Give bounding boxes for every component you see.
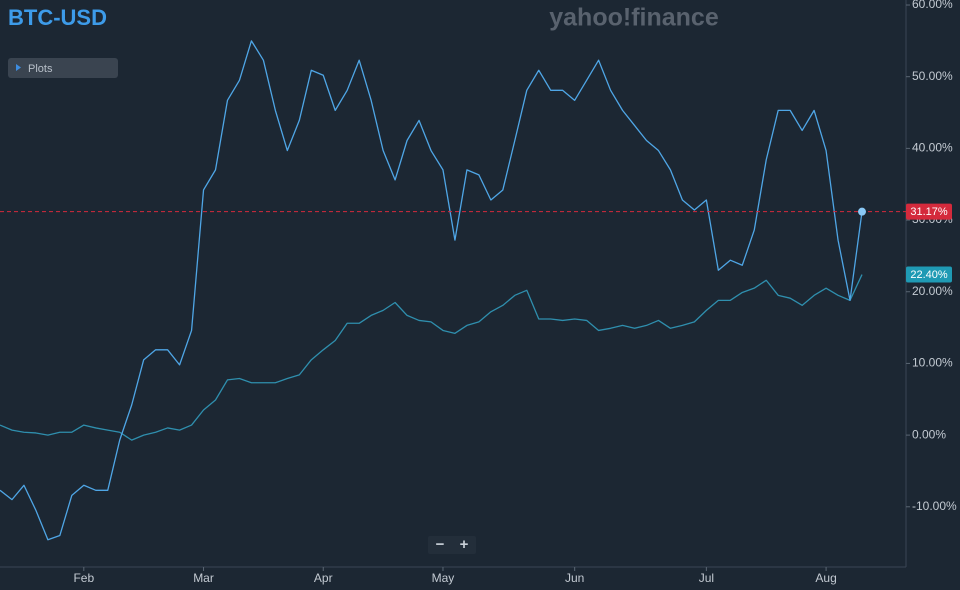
- y-tick-label: 50.00%: [912, 69, 953, 83]
- x-tick-label: Jun: [565, 571, 584, 585]
- watermark: yahoo!finance: [549, 4, 719, 32]
- y-tick-label: 10.00%: [912, 356, 953, 370]
- y-tick-label: -10.00%: [912, 499, 957, 513]
- last-value-tag: [906, 266, 952, 283]
- x-tick-label: Aug: [815, 571, 836, 585]
- x-tick-label: Apr: [314, 571, 333, 585]
- chart-title: BTC-USD: [8, 5, 107, 30]
- last-value-label: 31.17%: [910, 206, 948, 218]
- series-line: [0, 274, 863, 441]
- last-value-label: 22.40%: [910, 269, 948, 281]
- y-tick-label: 40.00%: [912, 141, 953, 155]
- plots-button[interactable]: Plots: [8, 58, 118, 78]
- last-value-tag: [906, 203, 952, 220]
- last-point: [858, 207, 866, 216]
- series-line: [0, 40, 863, 541]
- button-bg: [8, 58, 118, 78]
- y-tick-label: 20.00%: [912, 284, 953, 298]
- x-tick-label: May: [432, 571, 455, 585]
- zoom-out[interactable]: −: [436, 536, 445, 553]
- y-tick-label: 60.00%: [912, 0, 953, 11]
- x-tick-label: Feb: [73, 571, 94, 585]
- button-arrow: [16, 64, 21, 71]
- zoom-bg: [428, 536, 476, 554]
- button-label[interactable]: Plots: [28, 63, 53, 75]
- x-tick-label: Mar: [193, 571, 214, 585]
- x-tick-label: Jul: [699, 571, 714, 585]
- zoom-in[interactable]: +: [460, 536, 469, 553]
- y-tick-label: 0.00%: [912, 427, 946, 441]
